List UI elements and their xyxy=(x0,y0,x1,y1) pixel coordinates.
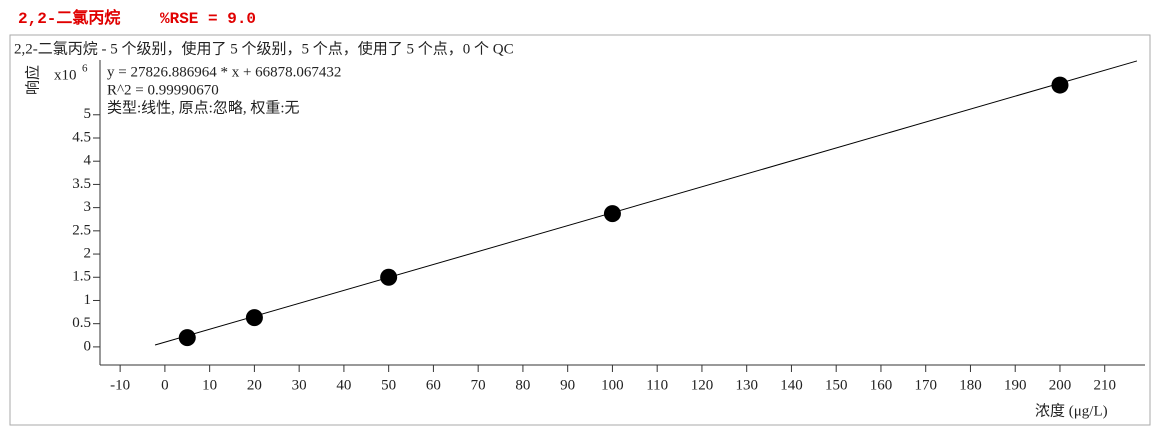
y-tick-label: 4.5 xyxy=(72,129,91,145)
y-tick-label: 1 xyxy=(84,292,92,308)
x-tick-label: 120 xyxy=(691,377,714,393)
data-point xyxy=(178,329,196,347)
x-tick-label: 90 xyxy=(560,377,575,393)
header-title: 2,2-二氯丙烷 xyxy=(18,8,120,28)
x-tick-label: 110 xyxy=(646,377,668,393)
data-point xyxy=(1051,76,1069,94)
x-axis-label: 浓度 (μg/L) xyxy=(1035,402,1108,419)
fit-line xyxy=(154,60,1138,346)
y-tick-label: 0 xyxy=(84,338,92,354)
x-tick-label: 160 xyxy=(870,377,893,393)
data-point xyxy=(603,205,621,223)
y-tick-label: 5 xyxy=(84,106,92,122)
y-exponent: 6 xyxy=(82,63,88,75)
x-tick-label: 10 xyxy=(202,377,217,393)
x-tick-label: 40 xyxy=(336,377,351,393)
x-tick-label: 150 xyxy=(825,377,848,393)
x-tick-label: 20 xyxy=(247,377,262,393)
header-rse: %RSE = 9.0 xyxy=(160,10,256,28)
data-point xyxy=(380,268,398,286)
plot-frame xyxy=(9,34,1151,426)
annotation: y = 27826.886964 * x + 66878.067432 xyxy=(107,64,341,80)
x-tick-label: -10 xyxy=(110,377,130,393)
y-multiplier: x10 xyxy=(54,67,77,83)
y-tick-label: 1.5 xyxy=(72,269,91,285)
x-tick-label: 0 xyxy=(161,377,169,393)
annotation: 类型:线性, 原点:忽略, 权重:无 xyxy=(107,99,300,116)
x-tick-label: 170 xyxy=(914,377,937,393)
y-tick-label: 0.5 xyxy=(72,315,91,331)
y-axis-label: 响应 xyxy=(23,65,41,95)
annotation: R^2 = 0.99990670 xyxy=(107,82,219,98)
y-tick-label: 2.5 xyxy=(72,222,91,238)
x-tick-label: 50 xyxy=(381,377,396,393)
x-tick-label: 210 xyxy=(1093,377,1116,393)
x-tick-label: 100 xyxy=(601,377,624,393)
x-tick-label: 140 xyxy=(780,377,803,393)
x-tick-label: 180 xyxy=(959,377,982,393)
x-tick-label: 130 xyxy=(735,377,758,393)
x-tick-label: 60 xyxy=(426,377,441,393)
x-tick-label: 80 xyxy=(515,377,530,393)
chart-title: 2,2-二氯丙烷 - 5 个级别，使用了 5 个级别，5 个点，使用了 5 个点… xyxy=(14,40,514,57)
y-tick-label: 2 xyxy=(84,245,92,261)
x-tick-label: 70 xyxy=(471,377,486,393)
x-tick-label: 200 xyxy=(1049,377,1072,393)
x-tick-label: 190 xyxy=(1004,377,1027,393)
x-tick-label: 30 xyxy=(292,377,307,393)
y-tick-label: 3.5 xyxy=(72,176,91,192)
y-tick-label: 4 xyxy=(84,153,92,169)
y-tick-label: 3 xyxy=(84,199,92,215)
data-point xyxy=(245,309,263,327)
